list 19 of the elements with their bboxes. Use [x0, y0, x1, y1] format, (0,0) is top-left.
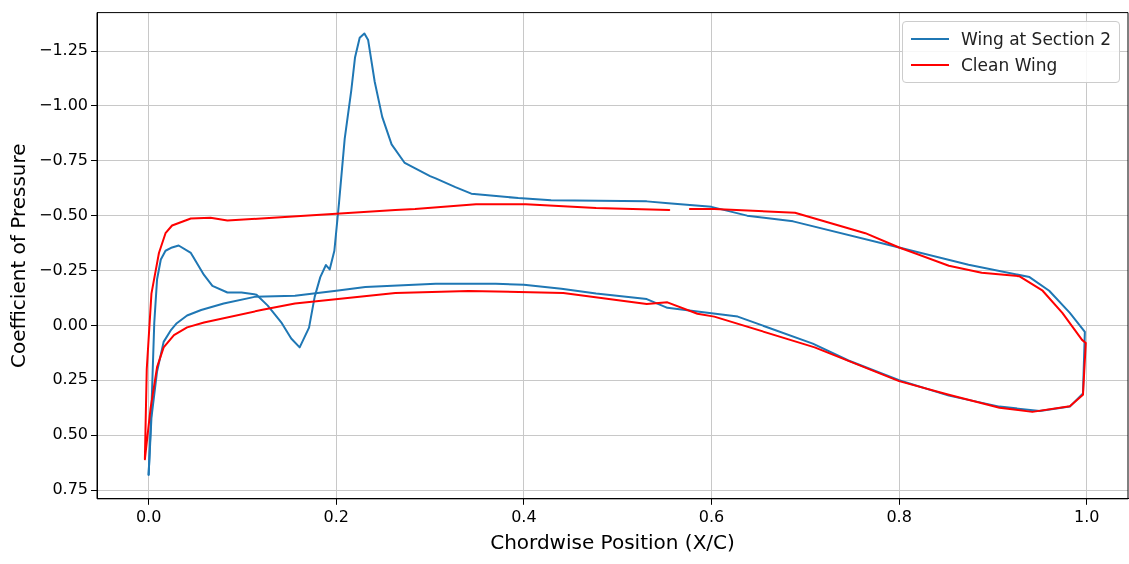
x-axis-title: Chordwise Position (X/C): [490, 530, 735, 555]
x-tick-label: 1.0: [1074, 506, 1100, 526]
y-tick-label: −0.25: [39, 259, 89, 279]
legend-label: Wing at Section 2: [961, 28, 1111, 49]
y-axis-title: Coefficient of Pressure: [6, 143, 31, 368]
x-tick-label: 0.4: [511, 506, 537, 526]
y-tick-label: −0.50: [39, 204, 89, 224]
x-tick-label: 0.6: [698, 506, 725, 526]
y-tick-label: 0.50: [52, 424, 89, 444]
x-tick-label: 0.2: [323, 506, 349, 526]
y-tick-label: 0.00: [52, 314, 89, 334]
x-tick-label: 0.8: [886, 506, 912, 526]
y-tick-label: −0.75: [39, 149, 89, 169]
y-tick-label: 0.25: [52, 369, 89, 389]
y-tick-label: −1.25: [39, 40, 89, 60]
legend-label: Clean Wing: [961, 54, 1058, 75]
x-tick-label: 0.0: [135, 506, 162, 526]
y-tick-label: 0.75: [52, 479, 89, 499]
y-tick-label: −1.00: [39, 95, 89, 115]
